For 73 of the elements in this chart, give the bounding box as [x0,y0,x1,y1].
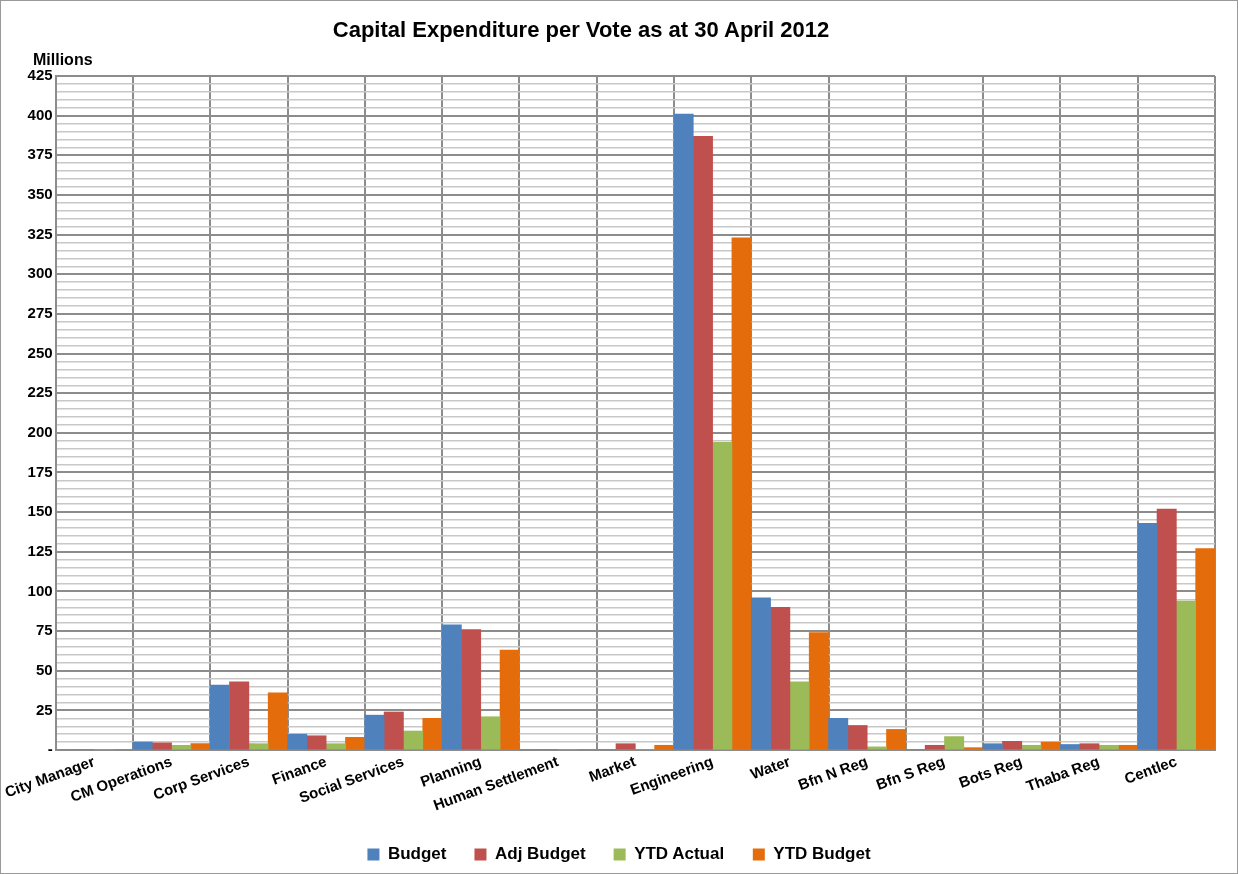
bar [209,684,230,750]
y-tick-label: 250 [27,343,53,361]
x-tick-label: Bfn S Reg [873,752,947,793]
bar [770,606,791,750]
y-tick-label: 25 [35,700,53,718]
y-tick-label: 50 [35,660,53,678]
legend-label: YTD Budget [773,844,871,864]
bar [403,730,424,750]
x-tick-label: Bots Reg [956,752,1025,791]
bar [383,711,404,750]
chart-title: Capital Expenditure per Vote as at 30 April 2012 [331,17,831,43]
y-tick-label: 175 [27,462,53,480]
x-tick-label: Bfn N Reg [795,752,870,794]
bar [654,744,675,750]
y-tick-label: 350 [27,185,53,203]
bar [1098,744,1119,750]
bar [944,736,965,750]
y-tick-label: 275 [27,304,53,322]
bar [461,629,482,750]
bar [1060,744,1081,750]
bar [1002,740,1023,750]
bar [499,649,520,750]
y-tick-label: 375 [27,145,53,163]
bar [1079,743,1100,750]
bar [963,747,984,750]
bar [982,743,1003,750]
bar [1137,522,1158,750]
legend-label: YTD Actual [634,844,725,864]
bar [1156,508,1177,750]
bar [731,237,752,750]
bar [615,743,636,750]
bar [229,681,250,750]
x-tick-label: Centlec [1122,752,1179,787]
bar [248,743,269,750]
bar [1195,548,1215,750]
bar [287,733,308,750]
bar [364,714,385,750]
y-tick-label: 125 [27,541,53,559]
y-tick-label: 400 [27,105,53,123]
bar [132,741,153,750]
y-tick-label: 75 [35,621,53,639]
bar [712,442,733,750]
bar [828,718,849,750]
bar [441,624,462,750]
bar [692,135,713,750]
y-tick-label: 425 [27,66,53,84]
bar [789,681,810,750]
y-tick-label: - [47,740,53,758]
bar [306,735,327,750]
x-tick-label: Water [747,752,793,783]
bar [673,113,694,750]
legend-label: Budget [387,844,447,864]
bar [750,597,771,750]
y-tick-label: 225 [27,383,53,401]
bar [345,737,366,750]
bar [847,725,868,750]
bar [808,632,829,750]
bar [886,729,907,750]
y-tick-label: 300 [27,264,53,282]
y-axis-title: Millions [33,51,93,69]
bar [480,716,501,750]
bar [924,744,945,750]
bar [267,692,288,750]
legend-label: Adj Budget [494,844,586,864]
y-tick-label: 325 [27,224,53,242]
y-tick-label: 100 [27,581,53,599]
bar [422,718,443,750]
bar [1176,600,1197,750]
bar [190,743,211,750]
y-tick-label: 200 [27,422,53,440]
y-tick-label: 150 [27,502,53,520]
x-tick-label: Thaba Reg [1023,752,1102,795]
bar [325,743,346,750]
